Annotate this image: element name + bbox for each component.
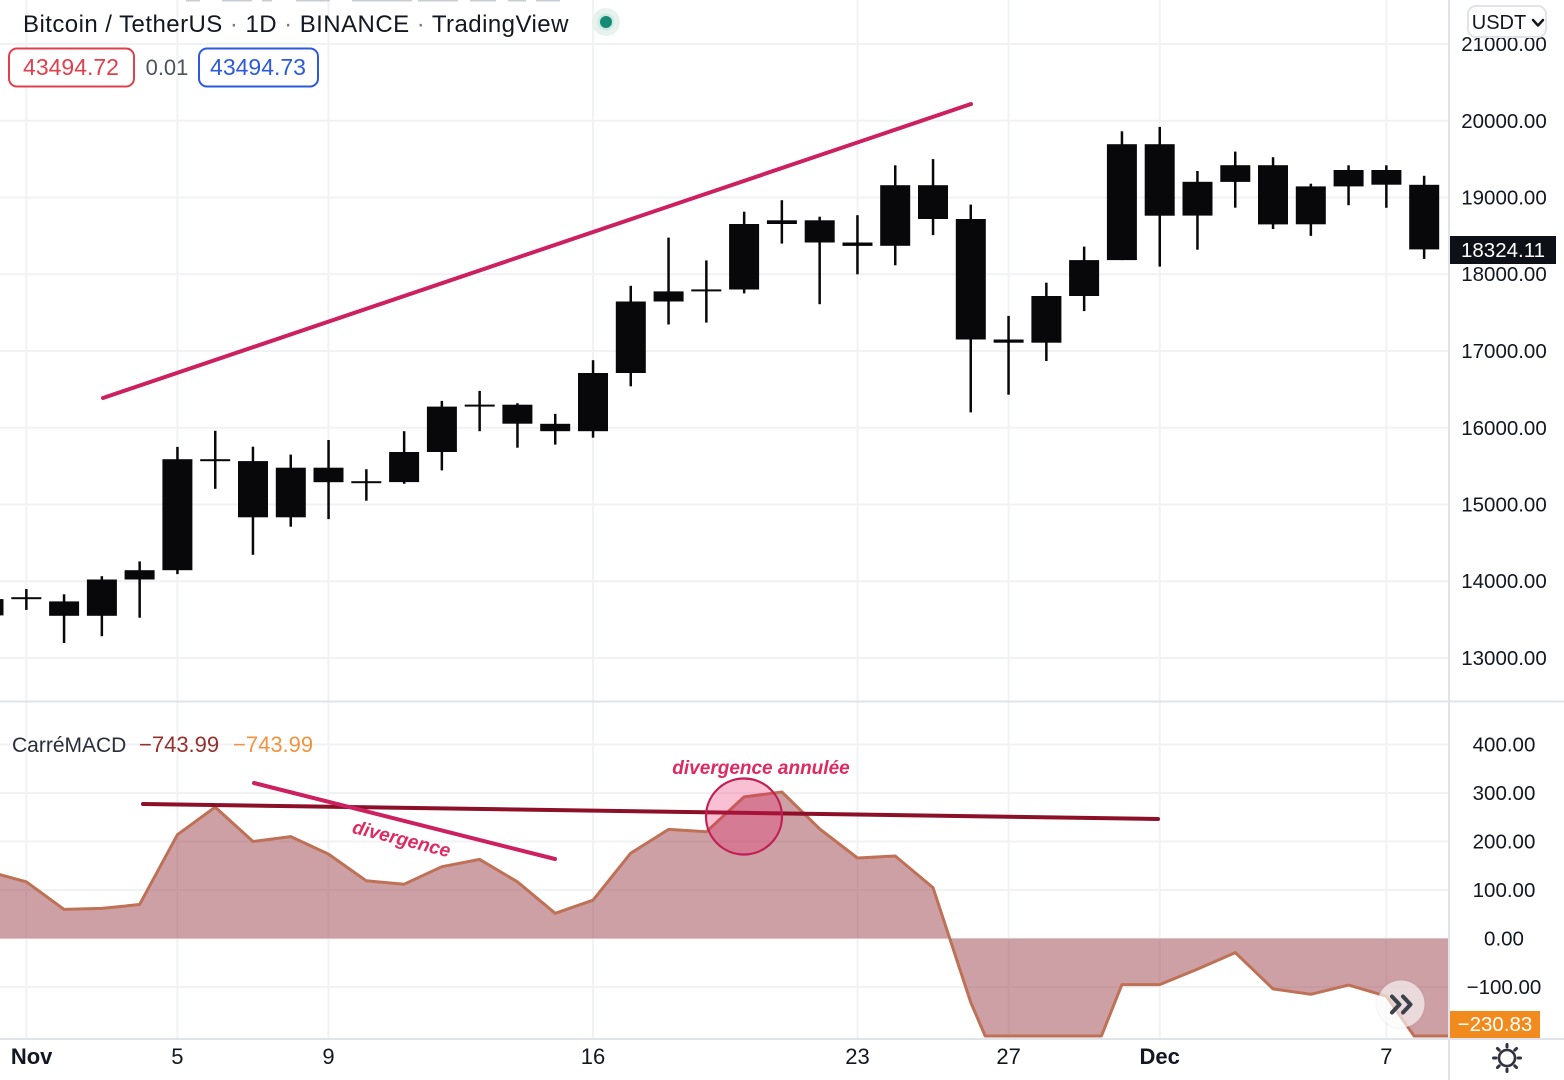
svg-text:27: 27 bbox=[996, 1044, 1020, 1069]
svg-text:divergence annulée: divergence annulée bbox=[672, 758, 850, 779]
svg-text:15000.00: 15000.00 bbox=[1461, 494, 1547, 517]
svg-text:16: 16 bbox=[581, 1044, 605, 1069]
svg-text:100.00: 100.00 bbox=[1473, 879, 1536, 902]
svg-text:−230.83: −230.83 bbox=[1458, 1013, 1533, 1036]
svg-text:18324.11: 18324.11 bbox=[1461, 239, 1545, 262]
svg-text:300.00: 300.00 bbox=[1473, 782, 1536, 805]
svg-text:19000.00: 19000.00 bbox=[1461, 187, 1547, 210]
svg-text:21000.00: 21000.00 bbox=[1461, 33, 1547, 56]
svg-text:43494.73: 43494.73 bbox=[210, 54, 306, 80]
svg-text:−743.99: −743.99 bbox=[139, 732, 219, 757]
svg-text:USDT: USDT bbox=[1472, 12, 1526, 34]
svg-text:43494.72: 43494.72 bbox=[23, 54, 119, 80]
svg-text:14000.00: 14000.00 bbox=[1461, 570, 1547, 593]
svg-text:9: 9 bbox=[322, 1044, 334, 1069]
svg-text:0.00: 0.00 bbox=[1484, 928, 1524, 951]
svg-text:13000.00: 13000.00 bbox=[1461, 647, 1547, 670]
svg-text:−100.00: −100.00 bbox=[1467, 976, 1542, 999]
svg-text:Dec: Dec bbox=[1140, 1044, 1180, 1069]
svg-text:7: 7 bbox=[1380, 1044, 1392, 1069]
svg-text:18000.00: 18000.00 bbox=[1461, 263, 1547, 286]
svg-text:17000.00: 17000.00 bbox=[1461, 340, 1547, 363]
svg-text:Nov: Nov bbox=[11, 1044, 53, 1069]
svg-text:20000.00: 20000.00 bbox=[1461, 110, 1547, 133]
svg-text:Bitcoin / TetherUS · 1D · BINA: Bitcoin / TetherUS · 1D · BINANCE · Trad… bbox=[23, 11, 569, 38]
svg-text:−743.99: −743.99 bbox=[233, 732, 313, 757]
svg-text:16000.00: 16000.00 bbox=[1461, 417, 1547, 440]
svg-text:400.00: 400.00 bbox=[1473, 734, 1536, 757]
svg-text:CarréMACD: CarréMACD bbox=[12, 734, 126, 757]
svg-text:200.00: 200.00 bbox=[1473, 831, 1536, 854]
svg-text:5: 5 bbox=[171, 1044, 183, 1069]
svg-text:23: 23 bbox=[845, 1044, 869, 1069]
svg-text:0.01: 0.01 bbox=[146, 55, 189, 80]
